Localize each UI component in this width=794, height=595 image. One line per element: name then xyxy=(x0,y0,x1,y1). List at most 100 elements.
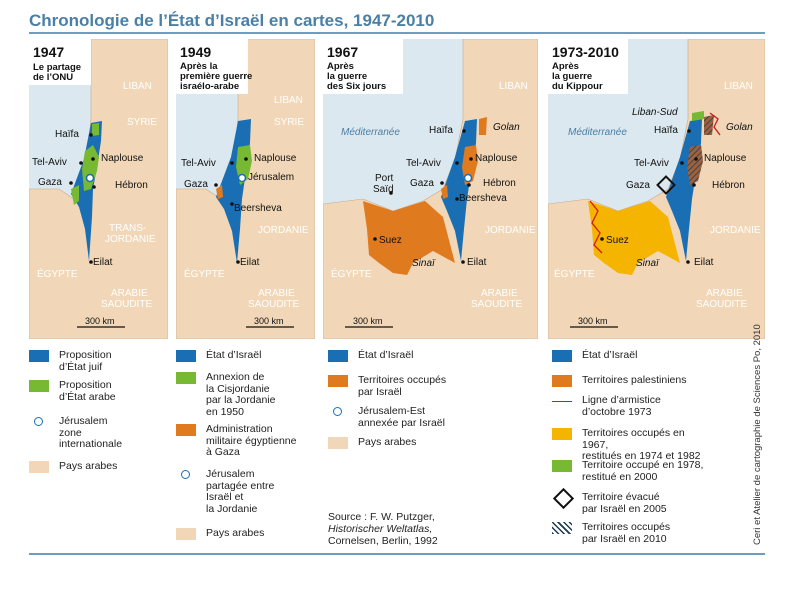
label-jerusalem: Jérusalem xyxy=(248,172,294,183)
arabie-line-2: SAOUDITE xyxy=(696,299,747,310)
legend-text: Territoires occupés en 1967, restitués e… xyxy=(582,427,701,462)
label-liban: LIBAN xyxy=(274,95,303,106)
subtitle-line-2: de l’ONU xyxy=(33,72,73,83)
armistice-line-sinai xyxy=(589,200,603,254)
jerusalem-marker xyxy=(463,173,473,183)
subtitle-line-3: israélo-arabe xyxy=(180,81,239,92)
panel-year: 1973-2010 xyxy=(552,44,619,60)
portsaid-line-1: Port xyxy=(375,173,394,184)
label-telaviv: Tel-Aviv xyxy=(181,158,216,169)
subtitle-line-3: du Kippour xyxy=(552,81,603,92)
legend-1973-2010: État d’Israël Territoires palestiniens L… xyxy=(552,349,747,548)
swatch-israel xyxy=(552,350,572,362)
panel-year: 1949 xyxy=(180,44,211,60)
south-lebanon xyxy=(692,111,704,121)
swatch-arab-countries xyxy=(328,437,348,449)
legend-text: Proposition d’État juif xyxy=(59,349,112,373)
west-bank-hatched xyxy=(687,145,703,185)
subtitle-line-1: Après la xyxy=(180,61,218,72)
legend-text: Territoire occupé en 1978, restitué en 2… xyxy=(582,459,704,483)
label-sinai: Sinaï xyxy=(636,258,660,269)
label-egypte: ÉGYPTE xyxy=(554,267,595,280)
source-line-3: Cornelsen, Berlin, 1992 xyxy=(328,535,438,547)
label-haifa: Haïfa xyxy=(55,129,79,140)
jerusalem-circle-icon xyxy=(34,417,43,426)
label-egypte: ÉGYPTE xyxy=(37,267,78,280)
label-transjordanie: TRANS-JORDANIE xyxy=(105,223,156,245)
jerusalem-circle-icon xyxy=(181,470,190,479)
legend-text: Annexion de la Cisjordanie par la Jordan… xyxy=(206,371,276,418)
label-beersheva: Beersheva xyxy=(459,193,507,204)
legend-text: Pays arabes xyxy=(358,436,417,448)
label-arabie: ARABIE SAOUDITE xyxy=(101,288,152,310)
source-citation: Source : F. W. Putzger, Historischer Wel… xyxy=(328,511,438,547)
label-gaza: Gaza xyxy=(626,180,650,191)
label-libansud: Liban-Sud xyxy=(632,107,678,118)
label-naplouse: Naplouse xyxy=(704,153,747,164)
arabie-line-2: SAOUDITE xyxy=(101,299,152,310)
label-egypte: ÉGYPTE xyxy=(331,267,372,280)
label-jordanie: JORDANIE xyxy=(485,225,536,236)
label-haifa: Haïfa xyxy=(654,125,678,136)
label-gaza: Gaza xyxy=(410,178,434,189)
title-box xyxy=(548,39,628,94)
panel-subtitle: Après la guerre des Six jours xyxy=(327,61,386,92)
label-telaviv: Tel-Aviv xyxy=(406,158,441,169)
arabie-line-1: ARABIE xyxy=(481,288,518,299)
label-naplouse: Naplouse xyxy=(254,153,297,164)
panel-subtitle: Après la guerre du Kippour xyxy=(552,61,603,92)
swatch-israel xyxy=(29,350,49,362)
legend-text: Jérusalem zone internationale xyxy=(59,415,123,450)
scale-label: 300 km xyxy=(353,316,383,326)
sinai-restituted xyxy=(588,201,680,275)
city-dots xyxy=(214,157,248,264)
hatch-icon xyxy=(552,522,572,534)
label-telaviv: Tel-Aviv xyxy=(634,158,669,169)
arabie-line-2: SAOUDITE xyxy=(471,299,522,310)
golan-hatched xyxy=(704,115,714,135)
legend-1947: Proposition d’État juif Proposition d’Ét… xyxy=(29,349,169,540)
panel-subtitle: Le partage de l’ONU xyxy=(33,62,84,83)
top-divider xyxy=(29,32,765,34)
label-golan: Golan xyxy=(726,122,753,133)
arab-state-galilee xyxy=(92,123,99,136)
source-line-1: Source : F. W. Putzger, xyxy=(328,511,435,523)
city-dots xyxy=(69,133,96,264)
legend-text: Ligne d’armistice d’octobre 1973 xyxy=(582,394,661,418)
map-panel-1973-2010: 1973-2010 Après la guerre du Kippour LIBAN… xyxy=(548,39,765,339)
label-hebron: Hébron xyxy=(115,180,148,191)
arabie-line-1: ARABIE xyxy=(258,288,295,299)
credit-text: Ceri et Atelier de cartographie de Scien… xyxy=(752,324,763,545)
legend-text: Territoire évacué par Israël en 2005 xyxy=(582,491,667,515)
armistice-line-golan xyxy=(709,112,721,136)
armistice-line-icon xyxy=(552,401,572,402)
legend-text: État d’Israël xyxy=(206,349,262,361)
label-liban: LIBAN xyxy=(724,81,753,92)
label-liban: LIBAN xyxy=(123,81,152,92)
golan-occupied xyxy=(479,117,487,135)
label-portsaid: Port Saïd xyxy=(373,173,394,195)
map-panel-1967: 1967 Après la guerre des Six jours LIBAN M… xyxy=(323,39,538,339)
swatch-arab-countries xyxy=(29,461,49,473)
jerusalem-circle-icon xyxy=(333,407,342,416)
source-line-2: Historischer Weltatlas, xyxy=(328,523,433,535)
page-title: Chronologie de l’État d’Israël en cartes… xyxy=(29,11,435,30)
label-arabie: ARABIE SAOUDITE xyxy=(471,288,522,310)
bottom-divider xyxy=(29,553,765,555)
legend-text: Territoires palestiniens xyxy=(582,374,687,386)
label-egypte: ÉGYPTE xyxy=(184,267,225,280)
label-jordanie: JORDANIE xyxy=(258,225,309,236)
label-hebron: Hébron xyxy=(712,180,745,191)
label-jordanie: JORDANIE xyxy=(710,225,761,236)
legend-1967: État d’Israël Territoires occupés par Is… xyxy=(328,349,528,460)
swatch-israel xyxy=(176,350,196,362)
legend-text: Pays arabes xyxy=(206,527,265,539)
label-hebron: Hébron xyxy=(483,178,516,189)
label-haifa: Haïfa xyxy=(429,125,453,136)
label-syrie: SYRIE xyxy=(127,117,157,128)
city-dots xyxy=(600,129,698,264)
panel-year: 1947 xyxy=(33,44,64,60)
label-mediterranee: Méditerranée xyxy=(568,127,627,138)
map-panel-1947: 1947 Le partage de l’ONU LIBAN SYRIE Haï… xyxy=(29,39,168,339)
arabie-line-2: SAOUDITE xyxy=(248,299,299,310)
